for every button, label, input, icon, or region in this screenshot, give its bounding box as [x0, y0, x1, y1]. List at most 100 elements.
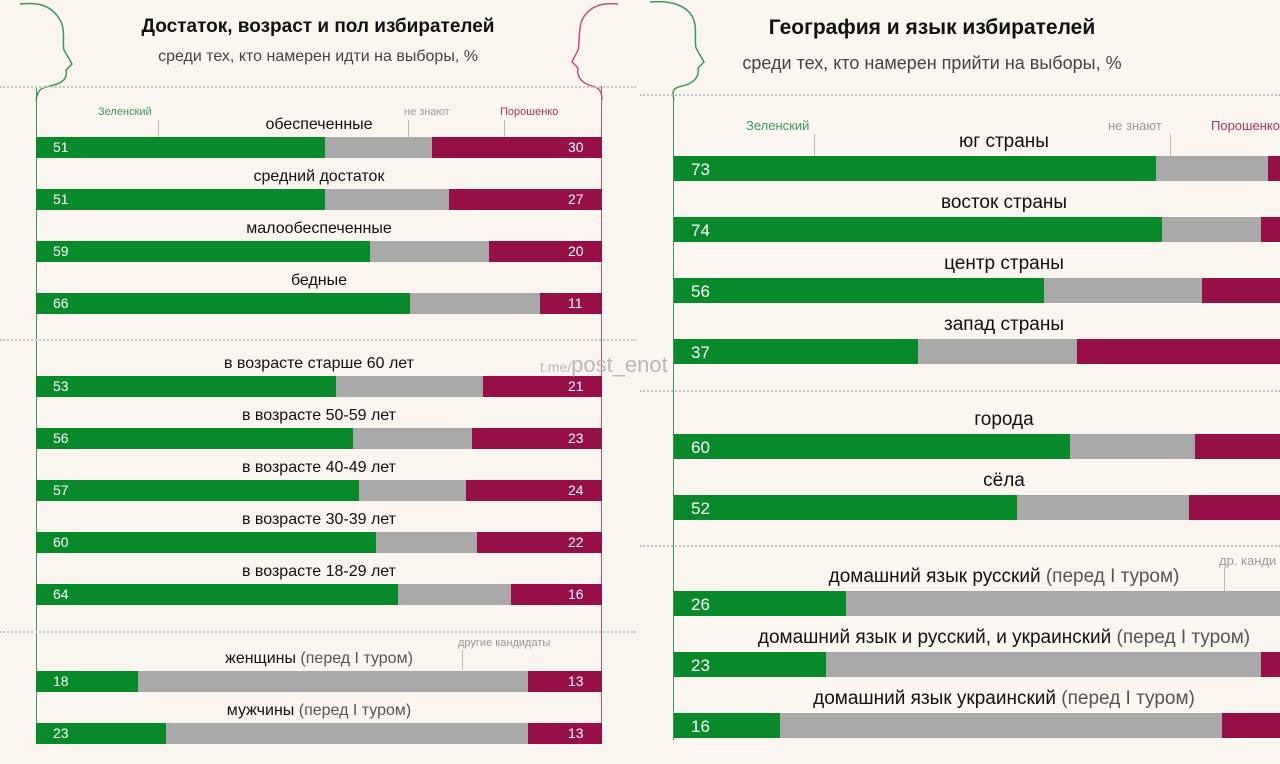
value-label-poroshenko: 21 [568, 377, 584, 394]
row-label-pre: в возрасте [241, 459, 326, 476]
legend-tick [158, 120, 159, 137]
legend-zelensky: Зеленский [746, 118, 810, 133]
row-label-post: (перед I туром) [294, 702, 412, 719]
left-chart-panel: Достаток, возраст и пол избирателей сред… [0, 0, 636, 764]
bar-segment-unknown [324, 189, 450, 210]
bar-segment-zelensky [674, 495, 1018, 520]
bar-segment-zelensky [36, 671, 138, 692]
bar-segment-poroshenko [528, 671, 602, 692]
bar-segment-poroshenko [1221, 713, 1280, 738]
bar-segment-zelensky [36, 723, 167, 744]
row-label-pre: в возрасте [223, 355, 308, 372]
bar-segment-zelensky [36, 189, 325, 210]
row-label-bold: домашний язык украинский [813, 688, 1057, 709]
bar-segment-zelensky [674, 591, 846, 616]
row-label: города [674, 409, 1280, 431]
chart-subtitle: среди тех, кто намерен прийти на выборы,… [742, 53, 1122, 73]
bar-segment-unknown [409, 293, 540, 314]
row-label: восток страны [674, 192, 1280, 214]
value-label-zelensky: 73 [691, 159, 710, 179]
divider [640, 390, 1280, 392]
row-label-bold: центр страны [944, 253, 1064, 274]
value-label-zelensky: 37 [691, 342, 710, 362]
row-label-bold: 30-39 лет [325, 511, 396, 528]
value-label-zelensky: 57 [53, 481, 69, 498]
row-label-pre: в возрасте [241, 563, 326, 580]
row-label-post: (перед I туром) [1040, 566, 1180, 587]
row-label: в возрасте 30-39 лет [36, 511, 602, 529]
value-label-poroshenko: 20 [568, 242, 584, 259]
watermark: t.me/post_enot [540, 352, 668, 378]
row-label: в возрасте 50-59 лет [36, 407, 602, 425]
watermark-prefix: t.me/ [540, 359, 572, 375]
bar-segment-zelensky [674, 652, 826, 677]
bar-segment-unknown [825, 652, 1262, 677]
bar-segment-poroshenko [471, 428, 602, 449]
bar-segment-unknown [1043, 278, 1202, 303]
bar-segment-zelensky [674, 217, 1163, 242]
right-chart-panel: География и язык избирателей среди тех, … [640, 0, 1280, 764]
bar-segment-zelensky [36, 532, 376, 553]
row-label: в возрасте 40-49 лет [36, 459, 602, 477]
chart-title: География и язык избирателей [768, 16, 1096, 39]
bar-segment-poroshenko [1268, 156, 1280, 181]
bar-segment-poroshenko [488, 241, 602, 262]
row-label: домашний язык и русский, и украинский (п… [674, 627, 1280, 649]
bar-segment-unknown [779, 713, 1222, 738]
bar-segment-unknown [375, 532, 478, 553]
bar-segment-zelensky [674, 278, 1044, 303]
bar-segment-unknown [335, 376, 484, 397]
row-label-bold: юг страны [959, 131, 1049, 152]
legend-zelensky: Зеленский [98, 106, 152, 118]
row-label: центр страны [674, 253, 1280, 275]
row-label-bold: мужчины [226, 702, 295, 719]
value-label-zelensky: 51 [53, 190, 69, 207]
legend-tick [1224, 567, 1225, 591]
row-label: сёла [674, 470, 1280, 492]
row-label-bold: домашний язык русский [828, 566, 1041, 587]
value-label-zelensky: 23 [53, 724, 69, 741]
bar-segment-poroshenko [528, 723, 602, 744]
chart-title: Достаток, возраст и пол избирателей [141, 16, 495, 37]
value-label-poroshenko: 13 [568, 724, 584, 741]
value-label-poroshenko: 22 [568, 533, 584, 550]
bar-segment-zelensky [36, 241, 370, 262]
value-label-poroshenko: 11 [568, 294, 583, 311]
bar-segment-poroshenko [1261, 652, 1280, 677]
row-label: обеспеченные [36, 116, 602, 134]
row-label: юг страны [674, 131, 1280, 153]
bar-segment-unknown [324, 137, 433, 158]
bar-segment-poroshenko [1261, 217, 1280, 242]
value-label-zelensky: 16 [691, 716, 710, 736]
value-label-zelensky: 60 [53, 533, 69, 550]
bar-segment-unknown [369, 241, 489, 262]
bar-segment-poroshenko [483, 376, 602, 397]
chart-subtitle: среди тех, кто намерен идти на выборы, % [158, 48, 478, 65]
value-label-poroshenko: 16 [568, 585, 584, 602]
row-label-bold: 40-49 лет [325, 459, 396, 476]
value-label-zelensky: 53 [53, 377, 69, 394]
bar-segment-unknown [845, 591, 1280, 616]
row-label: женщины (перед I туром) [36, 650, 602, 668]
bar-segment-unknown [1070, 434, 1196, 459]
legend-unknown: не знают [404, 106, 450, 118]
bar-segment-poroshenko [1076, 339, 1280, 364]
bar-segment-zelensky [674, 434, 1070, 459]
green-head-silhouette-icon [650, 0, 705, 100]
divider [0, 631, 636, 633]
value-label-zelensky: 56 [691, 281, 710, 301]
row-label-bold: бедные [290, 272, 348, 289]
row-label: домашний язык украинский (перед I туром) [674, 688, 1280, 710]
row-label: средний достаток [36, 168, 602, 186]
divider [640, 545, 1280, 547]
row-label-bold: восток страны [940, 192, 1068, 213]
bar-segment-poroshenko [511, 584, 602, 605]
legend-unknown: не знают [1108, 118, 1162, 133]
row-label: бедные [36, 272, 602, 290]
row-label-bold: малообеспеченные [246, 220, 392, 237]
bar-segment-poroshenko [466, 480, 602, 501]
value-label-zelensky: 64 [53, 585, 69, 602]
legend-poroshenko: Порошенко [1211, 118, 1280, 133]
row-label: в возрасте старше 60 лет [36, 355, 602, 373]
value-label-poroshenko: 24 [568, 481, 584, 498]
